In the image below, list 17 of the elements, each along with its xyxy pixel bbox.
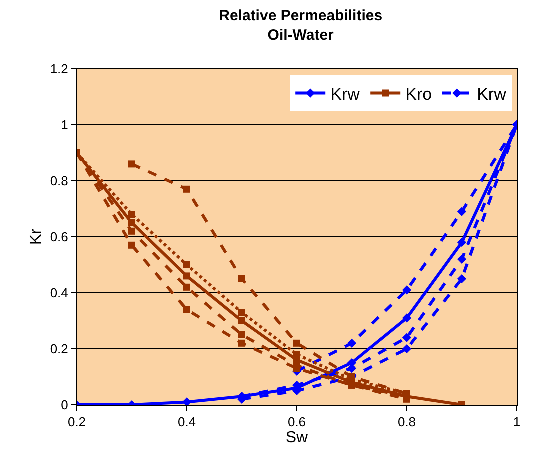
legend-label: Krw	[477, 84, 508, 104]
x-tick-label: 0.8	[398, 414, 416, 430]
y-tick-label: 0.6	[50, 230, 68, 245]
y-tick-label: 0	[61, 398, 68, 413]
x-tick-label: 1	[513, 414, 521, 430]
y-tick-label: 0.4	[50, 286, 68, 301]
x-tick-label: 0.4	[178, 414, 196, 430]
chart-title: Relative Permeabilities Oil-Water	[219, 8, 383, 44]
x-axis-title: Sw	[286, 430, 309, 447]
legend-label: Krw	[330, 84, 361, 104]
y-axis-title: Kr	[28, 228, 46, 245]
y-tick-label: 1.2	[50, 62, 68, 77]
x-tick-label: 0.6	[288, 414, 306, 430]
y-tick-label: 0.8	[50, 174, 68, 189]
legend-label: Kro	[406, 84, 432, 104]
y-tick-label: 0.2	[50, 342, 68, 357]
y-tick-label: 1	[61, 118, 68, 133]
